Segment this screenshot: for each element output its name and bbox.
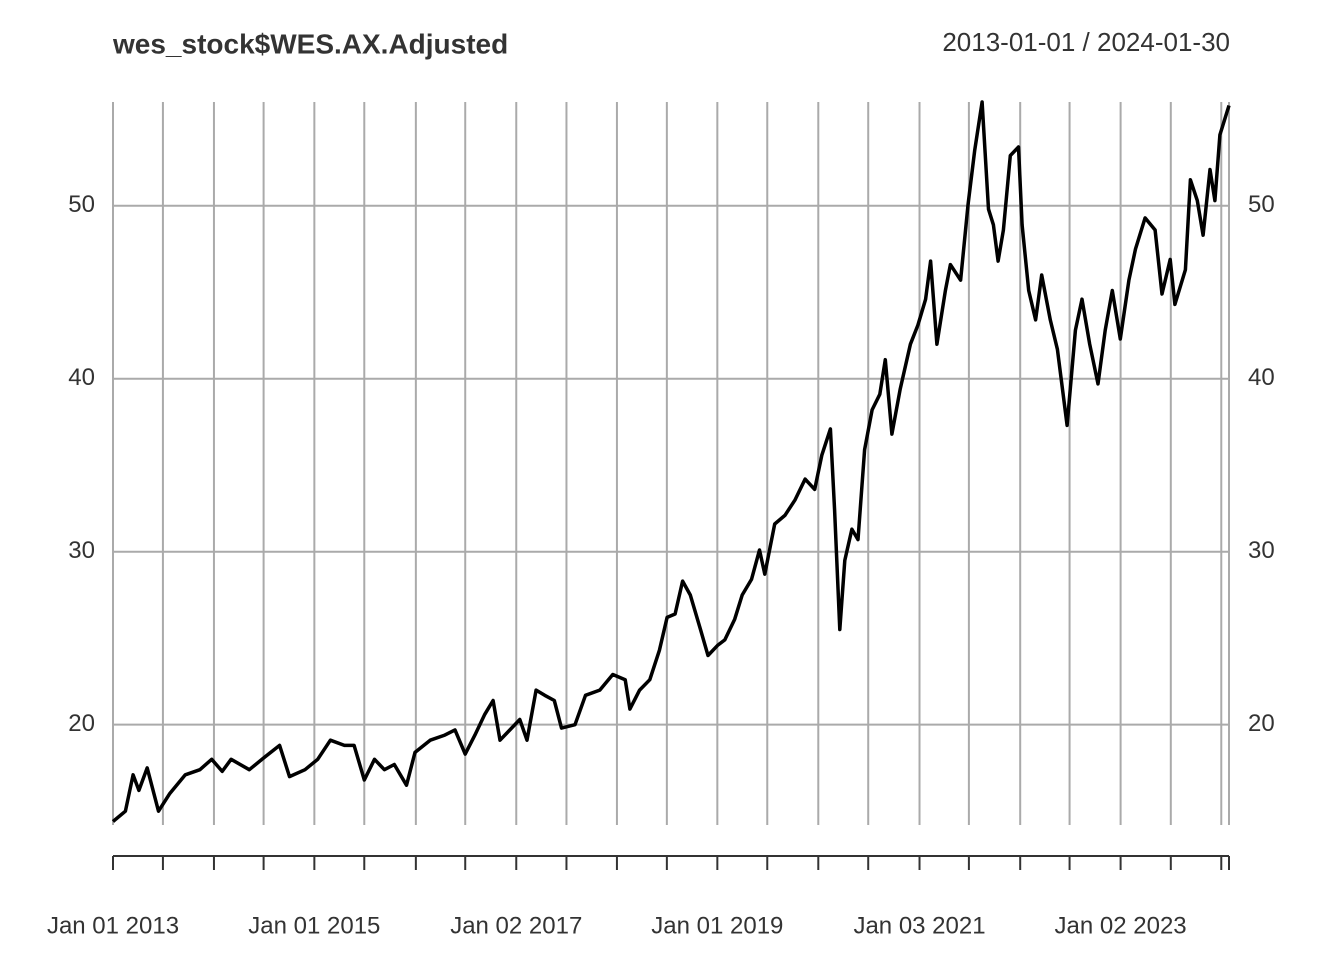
x-tick-label: Jan 02 2023 xyxy=(1055,912,1187,939)
x-tick-label: Jan 03 2021 xyxy=(853,912,985,939)
y-tick-label-right: 20 xyxy=(1248,710,1275,737)
chart-title: wes_stock$WES.AX.Adjusted xyxy=(112,28,508,59)
y-tick-label: 30 xyxy=(68,537,95,564)
x-tick-label: Jan 02 2017 xyxy=(450,912,582,939)
x-tick-label: Jan 01 2019 xyxy=(651,912,783,939)
x-tick-label: Jan 01 2015 xyxy=(248,912,380,939)
y-tick-label-right: 40 xyxy=(1248,364,1275,391)
price-line xyxy=(111,100,1231,823)
y-tick-label: 50 xyxy=(68,191,95,218)
y-tick-label: 40 xyxy=(68,364,95,391)
date-range: 2013-01-01 / 2024-01-30 xyxy=(942,27,1230,57)
y-tick-label-right: 30 xyxy=(1248,537,1275,564)
x-tick-label: Jan 01 2013 xyxy=(47,912,179,939)
y-tick-label: 20 xyxy=(68,710,95,737)
y-tick-label-right: 50 xyxy=(1248,191,1275,218)
